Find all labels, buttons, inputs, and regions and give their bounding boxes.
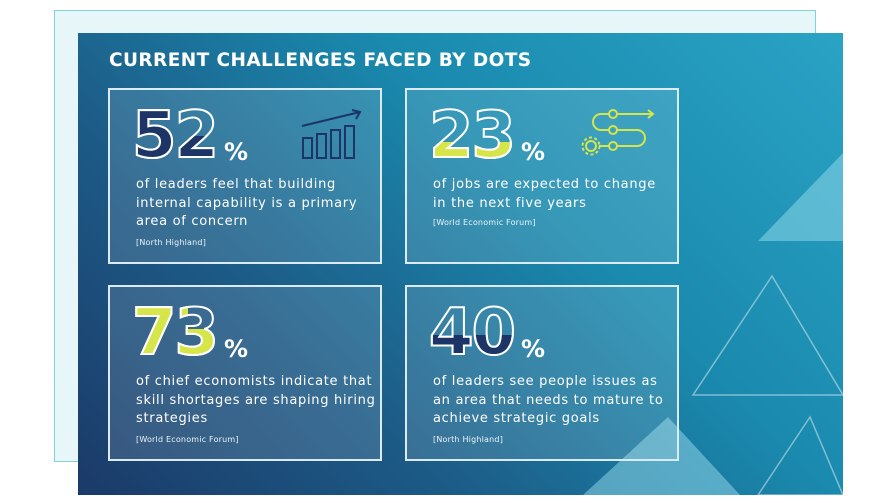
svg-text:40: 40 bbox=[429, 296, 514, 370]
stat-number: 40 40 bbox=[428, 295, 517, 371]
stat-source: [North Highland] bbox=[433, 435, 504, 444]
triangle-decoration bbox=[583, 153, 843, 495]
stat-source: [World Economic Forum] bbox=[136, 435, 239, 444]
svg-text:23: 23 bbox=[429, 99, 514, 173]
svg-text:23: 23 bbox=[429, 99, 514, 173]
stat-description: of jobs are expected to change in the ne… bbox=[433, 177, 656, 211]
stat-description: of leaders see people issues as an area … bbox=[433, 374, 664, 426]
stat-card-skill-shortages: 73 73 73 % of chief economists indicate … bbox=[108, 285, 382, 461]
stat-number: 73 73 73 bbox=[131, 295, 220, 371]
percent-sign: % bbox=[521, 335, 546, 363]
percent-sign: % bbox=[224, 138, 249, 166]
stat-source: [World Economic Forum] bbox=[433, 218, 536, 227]
svg-text:40: 40 bbox=[429, 296, 514, 370]
stat-card-leaders-capability: 52 52 52 % of leaders feel that building… bbox=[108, 88, 382, 264]
stat-source: [North Highland] bbox=[136, 238, 207, 247]
svg-text:52: 52 bbox=[132, 99, 217, 173]
percent-sign: % bbox=[224, 335, 249, 363]
challenges-panel: CURRENT CHALLENGES FACED BY DOTS 52 52 5… bbox=[78, 33, 843, 495]
stat-card-jobs-change: 23 23 % of jobs are expected to change i… bbox=[405, 88, 679, 264]
gear-process-flow-icon bbox=[581, 109, 655, 156]
svg-text:73: 73 bbox=[132, 296, 217, 370]
stat-card-people-issues: 40 40 % of leaders see people issues as … bbox=[405, 285, 679, 461]
stat-description: of chief economists indicate that skill … bbox=[136, 374, 376, 426]
svg-text:73: 73 bbox=[132, 296, 217, 370]
svg-text:52: 52 bbox=[132, 99, 217, 173]
stat-number: 23 23 bbox=[428, 98, 517, 174]
bar-chart-growth-icon bbox=[301, 109, 362, 159]
svg-text:73: 73 bbox=[132, 296, 217, 370]
page-title: CURRENT CHALLENGES FACED BY DOTS bbox=[109, 50, 532, 71]
percent-sign: % bbox=[521, 138, 546, 166]
stat-description: of leaders feel that building internal c… bbox=[136, 177, 358, 229]
svg-text:52: 52 bbox=[132, 99, 217, 173]
stat-number: 52 52 52 bbox=[131, 98, 220, 174]
